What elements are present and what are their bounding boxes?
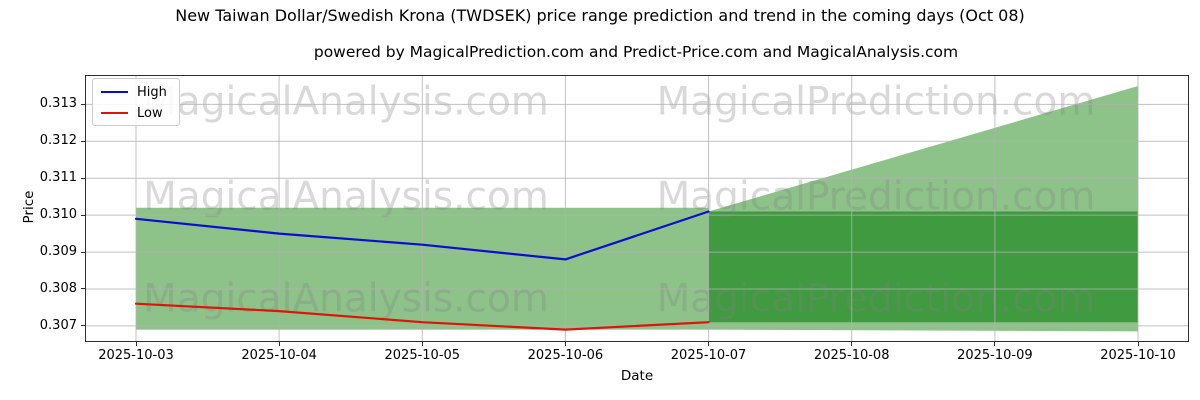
y-tick-label: 0.312 (39, 133, 77, 149)
y-tick-label: 0.310 (39, 207, 77, 223)
plot-area: MagicalAnalysis.com MagicalPrediction.com… (85, 75, 1189, 342)
y-tickmark (81, 325, 85, 327)
x-axis-label: Date (620, 368, 654, 384)
x-tickmark (994, 342, 996, 346)
line-low (134, 302, 710, 331)
y-tick-label: 0.309 (39, 244, 77, 260)
x-tickmark (135, 342, 137, 346)
x-tickmark (1137, 342, 1139, 346)
legend-item-low: Low (101, 103, 163, 123)
x-tick-label: 2025-10-03 (98, 348, 174, 363)
x-tickmark (564, 342, 566, 346)
watermark-text-2-0: MagicalAnalysis.com (143, 277, 549, 322)
legend-line-low-swatch (101, 112, 128, 114)
chart-subtitle: powered by MagicalPrediction.com and Pre… (313, 43, 959, 61)
y-tick-label: 0.308 (39, 280, 77, 296)
watermark-text-0-1: MagicalPrediction.com (657, 80, 1096, 125)
x-tick-label: 2025-10-08 (813, 348, 890, 363)
watermark-text-1-0: MagicalAnalysis.com (143, 175, 549, 220)
x-tickmark (851, 342, 853, 346)
x-tick-label: 2025-10-07 (670, 348, 747, 363)
x-tick-label: 2025-10-10 (1100, 348, 1176, 363)
legend: High Low (92, 78, 180, 126)
watermark-text-2-1: MagicalPrediction.com (657, 277, 1096, 322)
x-tick-label: 2025-10-04 (241, 348, 317, 363)
legend-item-high: High (101, 82, 167, 102)
chart-canvas: MagicalAnalysis.com MagicalPrediction.com… (86, 76, 1188, 341)
y-tickmark (81, 103, 85, 105)
y-tick-label: 0.307 (39, 317, 77, 333)
watermark-text-1-1: MagicalPrediction.com (657, 175, 1096, 220)
y-tickmark (81, 251, 85, 253)
watermark-text-0-0: MagicalAnalysis.com (143, 80, 549, 125)
y-tickmark (81, 288, 85, 290)
y-tick-label: 0.313 (39, 96, 77, 112)
y-tick-label: 0.311 (39, 170, 77, 186)
line-high (134, 210, 710, 261)
y-tickmark (81, 214, 85, 216)
x-tickmark (278, 342, 280, 346)
x-tick-label: 2025-10-09 (957, 348, 1033, 363)
x-tick-label: 2025-10-06 (527, 348, 604, 363)
legend-line-high-swatch (101, 91, 128, 93)
x-tickmark (421, 342, 423, 346)
chart-title: New Taiwan Dollar/Swedish Krona (TWDSEK)… (175, 6, 1025, 25)
prediction-range-band (708, 211, 1138, 323)
x-tick-label: 2025-10-05 (384, 348, 461, 363)
x-tickmark (708, 342, 710, 346)
legend-label-high: High (137, 84, 167, 100)
legend-label-low: Low (137, 105, 163, 121)
y-tickmark (81, 177, 85, 179)
y-tickmark (81, 140, 85, 142)
